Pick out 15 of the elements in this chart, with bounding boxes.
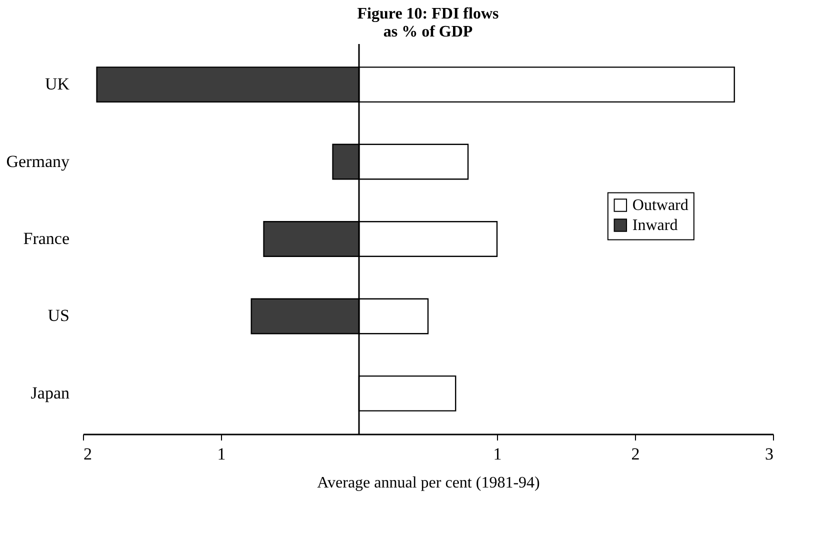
x-tick-label: 1	[493, 444, 502, 464]
y-tick-label: Germany	[6, 152, 70, 171]
text: Figure 10: FDI flows	[357, 5, 499, 22]
x-axis-title: Average annual per cent (1981-94)	[317, 474, 540, 492]
x-tick-label: 2	[84, 444, 92, 464]
y-tick-label: UK	[44, 74, 70, 94]
x-tick-label: 3	[765, 444, 774, 464]
y-tick-label: US	[48, 306, 70, 326]
y-tick-label: Japan	[30, 383, 70, 402]
text: as % of GDP	[383, 23, 473, 40]
y-tick-label: France	[23, 229, 70, 248]
x-tick-label: 1	[217, 444, 226, 464]
legend-label: Inward	[632, 217, 678, 234]
legend-label: Outward	[632, 197, 688, 214]
x-tick-label: 2	[631, 444, 640, 464]
